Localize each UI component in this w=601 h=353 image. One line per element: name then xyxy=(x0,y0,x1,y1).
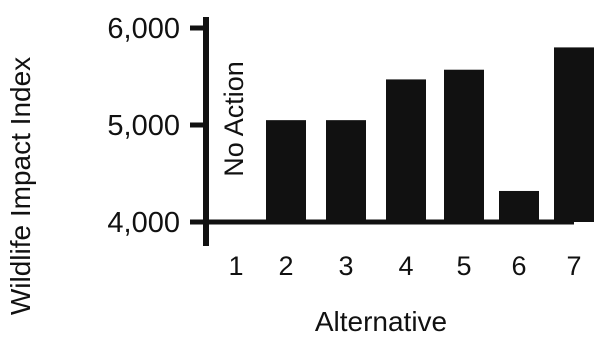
axes-layer xyxy=(203,17,574,246)
bar-4 xyxy=(386,79,426,222)
x-tick-label: 6 xyxy=(511,251,526,281)
x-tick-label: 3 xyxy=(338,251,353,281)
x-tick-labels-layer: 1 2 3 4 5 6 7 xyxy=(228,251,581,281)
x-tick-label: 4 xyxy=(398,251,413,281)
bar-3 xyxy=(326,120,366,222)
x-tick-label: 2 xyxy=(278,251,293,281)
x-tick-label: 7 xyxy=(566,251,581,281)
y-tick-label: 6,000 xyxy=(107,13,180,45)
y-ticks-layer: 4,000 5,000 6,000 xyxy=(107,13,206,239)
bar-7 xyxy=(554,47,594,223)
annotations-layer: No Action xyxy=(219,61,249,177)
x-tick-label: 5 xyxy=(456,251,471,281)
no-action-annotation: No Action xyxy=(219,61,249,177)
y-tick-label: 5,000 xyxy=(107,110,180,142)
x-axis-title: Alternative xyxy=(315,306,447,337)
bar-5 xyxy=(444,69,484,223)
y-axis-title: Wildlife Impact Index xyxy=(5,57,36,315)
x-tick-label: 1 xyxy=(228,251,243,281)
bar-6 xyxy=(499,190,539,222)
bars-layer xyxy=(266,47,594,223)
y-tick-label: 4,000 xyxy=(107,207,180,239)
bar-2 xyxy=(266,120,306,222)
